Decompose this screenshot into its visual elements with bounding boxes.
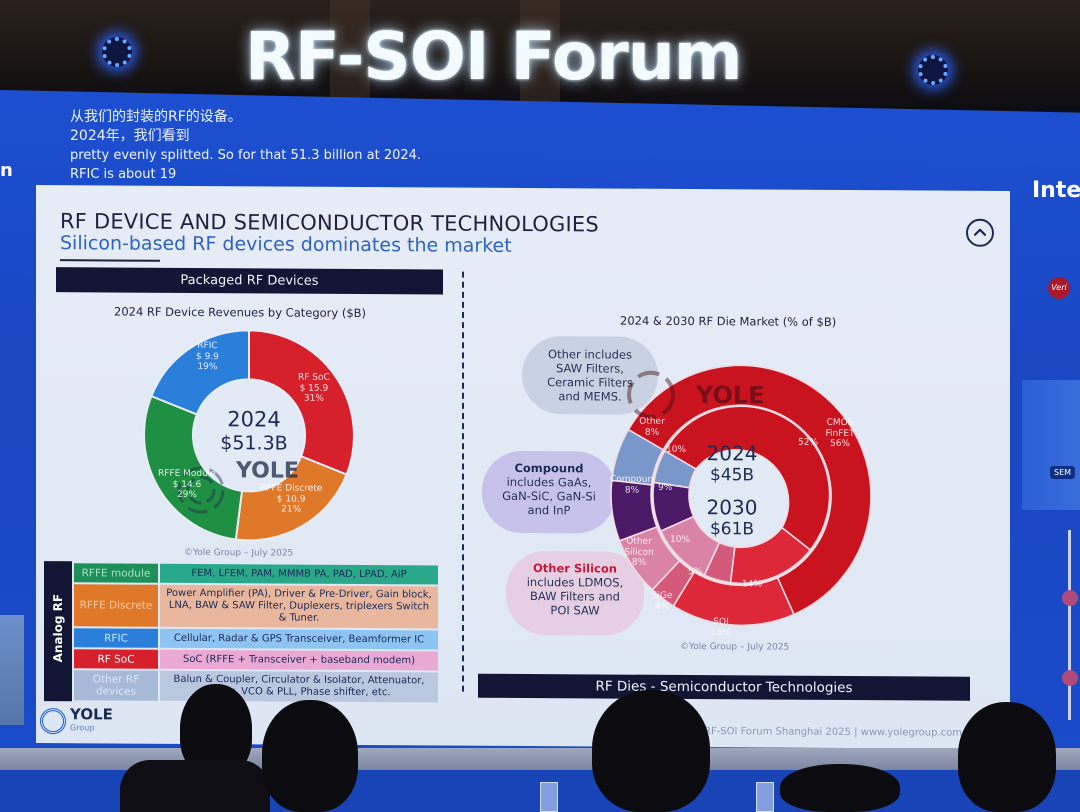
center-year-2024: 2024 (706, 441, 758, 466)
inner-label-other: 10% (666, 444, 687, 455)
left-chart-title: 2024 RF Device Revenues by Category ($B) (114, 304, 367, 321)
ceiling-beam (330, 0, 370, 110)
outer-label-soi: SOI 16% (710, 617, 731, 638)
inner-label-cmos: 52% (798, 437, 819, 448)
segment-label-rffe-discrete: RFFE Discrete $ 10.9 21% (260, 483, 323, 515)
analog-rf-table: Analog RF RFFE module FEM, LFEM, PAM, MM… (44, 561, 438, 703)
audience-head (592, 690, 710, 812)
right-chart-copyright: ©Yole Group – July 2025 (680, 641, 790, 653)
city-skyline-left (0, 615, 24, 725)
segment-label-rfic: RFIC $ 9.9 19% (196, 341, 219, 373)
section-label-rf-dies: RF Dies - Semiconductor Technologies (478, 673, 970, 701)
side-screen-title: Inte (1032, 178, 1080, 203)
side-screen-panel (1022, 380, 1080, 510)
table-row: RFFE Discrete Power Amplifier (PA), Driv… (74, 584, 438, 629)
section-divider (462, 271, 464, 692)
inner-label-compound: 9% (658, 482, 673, 493)
caption-line: 2024年，我们看到 (70, 128, 190, 144)
caption-line: 从我们的封装的RF的设备。 (70, 109, 242, 125)
outer-label-other: Other 8% (639, 416, 665, 438)
slide-footer: RF-SOI Forum Shanghai 2025 | www.yolegro… (704, 726, 962, 739)
sponsor-badge: SEM (1050, 466, 1076, 479)
center-year: 2024 (227, 407, 281, 432)
inner-label-soi: 14% (742, 579, 763, 590)
center-year-2030: 2030 (706, 495, 758, 520)
table-row: RFFE module FEM, LFEM, PAM, MMMB PA, PAD… (74, 563, 438, 585)
outer-label-other-silicon: Other Silicon 8% (624, 536, 654, 568)
chevron-up-circle-icon[interactable] (966, 218, 994, 247)
sponsor-logo: Veri (1048, 277, 1070, 299)
stage-spotlight-icon (102, 37, 132, 67)
yole-watermark: YOLE (696, 381, 765, 410)
left-chart-copyright: ©Yole Group – July 2025 (184, 547, 294, 559)
yole-watermark: YOLE (236, 458, 299, 484)
side-screen-left-text: n (0, 160, 13, 181)
table-row: RFIC Cellular, Radar & GPS Transceiver, … (74, 628, 438, 650)
stage-spotlight-icon (918, 55, 948, 85)
title-underline (60, 259, 160, 262)
outer-label-compound: Compound 8% (610, 474, 654, 496)
outer-label-cmos: CMOS FinFET 56% (825, 417, 855, 449)
live-caption: 从我们的封装的RF的设备。 2024年，我们看到 pretty evenly s… (70, 108, 421, 184)
water-glass (756, 782, 774, 812)
inner-label-sige: 5% (688, 567, 703, 578)
segment-label-rf-soc: RF SoC $ 15.9 31% (298, 372, 330, 404)
section-label-packaged: Packaged RF Devices (56, 267, 443, 295)
center-total-2024: $45B (709, 465, 755, 486)
ceiling-beam (520, 0, 560, 110)
callout-compound: Compound includes GaAs, GaN-SiC, GaN-Si … (482, 450, 616, 534)
center-total-2030: $61B (709, 519, 755, 540)
audience-head (780, 764, 900, 812)
slide-subtitle: Silicon-based RF devices dominates the m… (60, 232, 512, 257)
water-glass (540, 782, 558, 812)
table-side-label: Analog RF (44, 561, 72, 702)
forum-sign: RF-SOI Forum (245, 18, 743, 95)
table-row: Other RF devices Balun & Coupler, Circul… (74, 670, 438, 703)
audience-shoulders (120, 760, 270, 812)
yole-logo: YOLE Group (40, 705, 113, 735)
die-market-double-donut (610, 364, 872, 627)
center-total: $51.3B (220, 432, 288, 455)
venue-ceiling (0, 0, 1080, 110)
revenue-donut-chart (143, 329, 355, 542)
audience-head (958, 702, 1056, 812)
audience-head (262, 700, 358, 812)
pearl-tower-graphic (1062, 530, 1078, 720)
table-row: RF SoC SoC (RFFE + Transceiver + baseban… (74, 649, 438, 671)
caption-line: RFIC is about 19 (70, 167, 177, 182)
left-donut-center: 2024 $51.3B (204, 407, 304, 456)
outer-label-sige: SiGe 4% (651, 590, 673, 612)
side-screen-right: Inte Veri SEM (1012, 160, 1080, 720)
right-chart-title: 2024 & 2030 RF Die Market (% of $B) (620, 313, 837, 329)
segment-label-rffe-module: RFFE Module $ 14.6 29% (158, 468, 216, 501)
yole-logo-icon (40, 708, 66, 735)
caption-line: pretty evenly splitted. So for that 51.3… (70, 148, 422, 163)
presentation-slide: RF DEVICE AND SEMICONDUCTOR TECHNOLOGIES… (36, 185, 1010, 749)
right-donut-center: 2024 $45B 2030 $61B (686, 441, 778, 541)
